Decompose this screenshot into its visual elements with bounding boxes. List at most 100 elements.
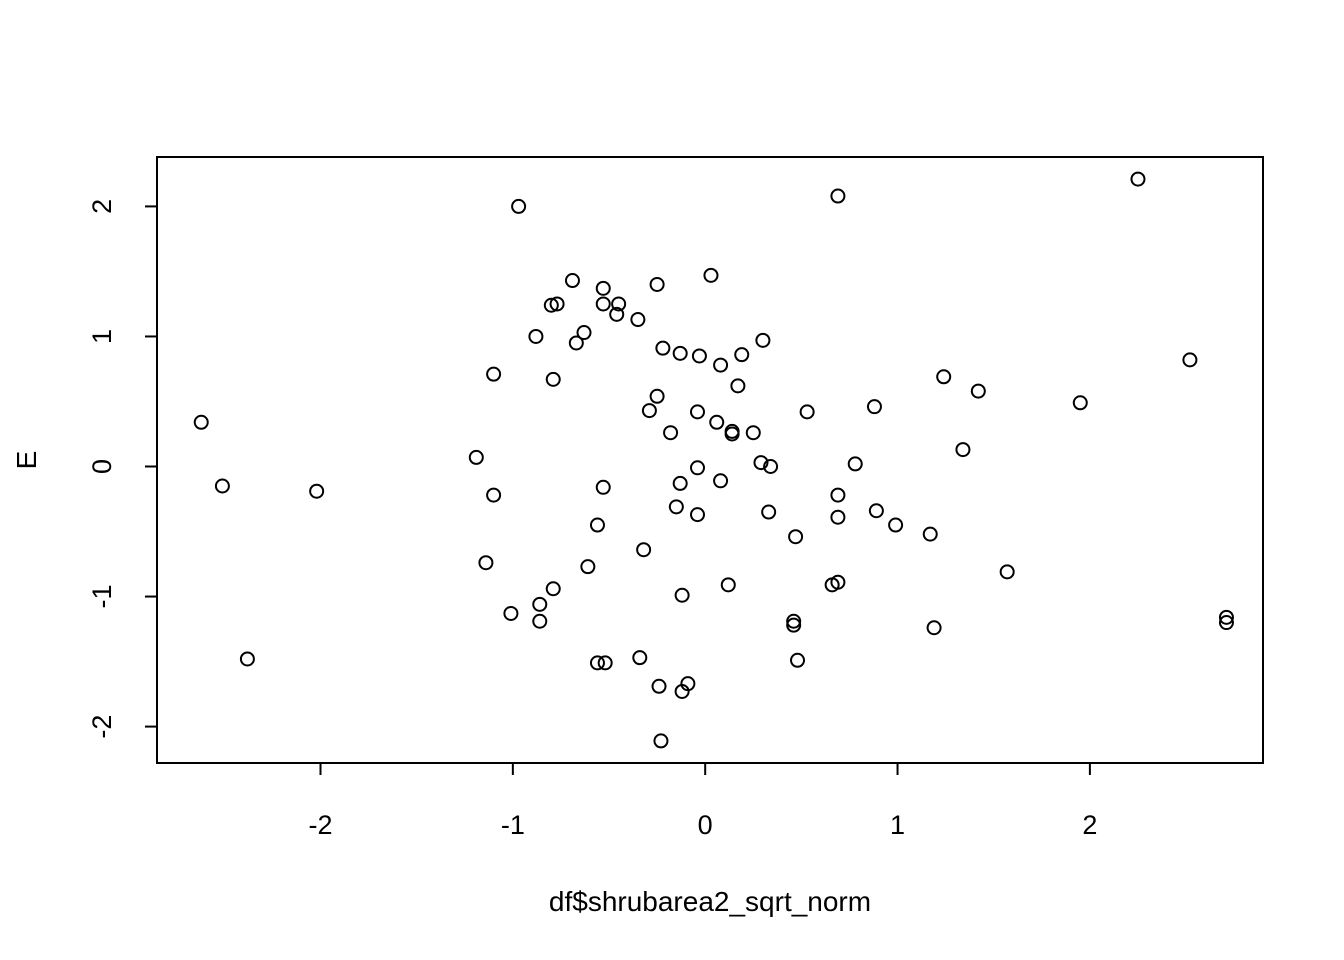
- data-point: [532, 613, 548, 629]
- data-point: [609, 306, 625, 322]
- x-tick-label: -1: [501, 810, 525, 840]
- data-point: [830, 509, 846, 525]
- data-point: [720, 577, 736, 593]
- data-point: [936, 369, 952, 385]
- data-points: [193, 171, 1234, 749]
- data-point: [580, 559, 596, 575]
- data-point: [663, 425, 679, 441]
- data-point: [611, 296, 627, 312]
- data-point: [549, 296, 565, 312]
- data-point: [922, 526, 938, 542]
- data-point: [649, 276, 665, 292]
- data-point: [632, 650, 648, 666]
- data-point: [847, 456, 863, 472]
- data-point: [651, 678, 667, 694]
- data-point: [1130, 171, 1146, 187]
- data-point: [1218, 609, 1234, 625]
- data-point: [486, 366, 502, 382]
- y-tick-label: -2: [87, 715, 117, 739]
- data-point: [468, 449, 484, 465]
- data-point: [595, 296, 611, 312]
- data-point: [545, 371, 561, 387]
- data-point: [703, 267, 719, 283]
- data-point: [1182, 352, 1198, 368]
- data-point: [545, 581, 561, 597]
- data-point: [730, 378, 746, 394]
- data-point: [999, 564, 1015, 580]
- y-tick-label: -1: [87, 585, 117, 609]
- data-point: [788, 529, 804, 545]
- x-tick-label: 2: [1082, 810, 1097, 840]
- data-point: [674, 587, 690, 603]
- data-point: [486, 487, 502, 503]
- data-point: [790, 652, 806, 668]
- data-point: [239, 651, 255, 667]
- data-point: [713, 357, 729, 373]
- data-point: [309, 483, 325, 499]
- data-point: [689, 404, 705, 420]
- data-point: [866, 399, 882, 415]
- plot-frame: [156, 156, 1264, 764]
- data-point: [543, 297, 559, 313]
- data-point: [568, 335, 584, 351]
- data-point: [888, 517, 904, 533]
- data-point: [528, 328, 544, 344]
- data-point: [595, 479, 611, 495]
- x-tick-label: 1: [890, 810, 905, 840]
- data-point: [672, 475, 688, 491]
- data-point: [830, 487, 846, 503]
- data-point: [926, 620, 942, 636]
- data-point: [636, 542, 652, 558]
- data-point: [830, 574, 846, 590]
- data-point: [595, 280, 611, 296]
- data-point: [689, 460, 705, 476]
- data-point: [653, 733, 669, 749]
- x-axis: -2 -1 0 1 2: [308, 763, 1097, 840]
- data-point: [753, 455, 769, 471]
- data-point: [709, 414, 725, 430]
- x-tick-label: 0: [698, 810, 713, 840]
- data-point: [649, 388, 665, 404]
- data-point: [734, 347, 750, 363]
- data-point: [955, 442, 971, 458]
- data-point: [761, 504, 777, 520]
- data-point: [1072, 395, 1088, 411]
- data-point: [532, 596, 548, 612]
- y-axis-title: E: [11, 451, 42, 470]
- data-point: [786, 613, 802, 629]
- data-point: [691, 348, 707, 364]
- data-point: [763, 459, 779, 475]
- data-point: [680, 676, 696, 692]
- data-point: [576, 325, 592, 341]
- data-point: [589, 517, 605, 533]
- y-tick-label: 2: [87, 199, 117, 214]
- data-point: [799, 404, 815, 420]
- y-tick-label: 0: [87, 459, 117, 474]
- data-point: [630, 312, 646, 328]
- data-point: [193, 414, 209, 430]
- y-axis: -2 -1 0 1 2: [87, 199, 157, 739]
- data-point: [503, 605, 519, 621]
- data-point: [564, 273, 580, 289]
- data-point: [589, 655, 605, 671]
- data-point: [830, 188, 846, 204]
- data-point: [868, 503, 884, 519]
- data-point: [641, 403, 657, 419]
- data-point: [755, 332, 771, 348]
- x-axis-title: df$shrubarea2_sqrt_norm: [549, 886, 871, 917]
- data-point: [597, 655, 613, 671]
- data-point: [655, 340, 671, 356]
- data-point: [724, 426, 740, 442]
- data-point: [970, 383, 986, 399]
- data-point: [478, 555, 494, 571]
- y-tick-label: 1: [87, 329, 117, 344]
- data-point: [214, 478, 230, 494]
- x-tick-label: -2: [308, 810, 332, 840]
- data-point: [689, 507, 705, 523]
- data-point: [511, 198, 527, 214]
- data-point: [745, 425, 761, 441]
- data-point: [672, 345, 688, 361]
- data-point: [668, 499, 684, 515]
- data-point: [786, 617, 802, 633]
